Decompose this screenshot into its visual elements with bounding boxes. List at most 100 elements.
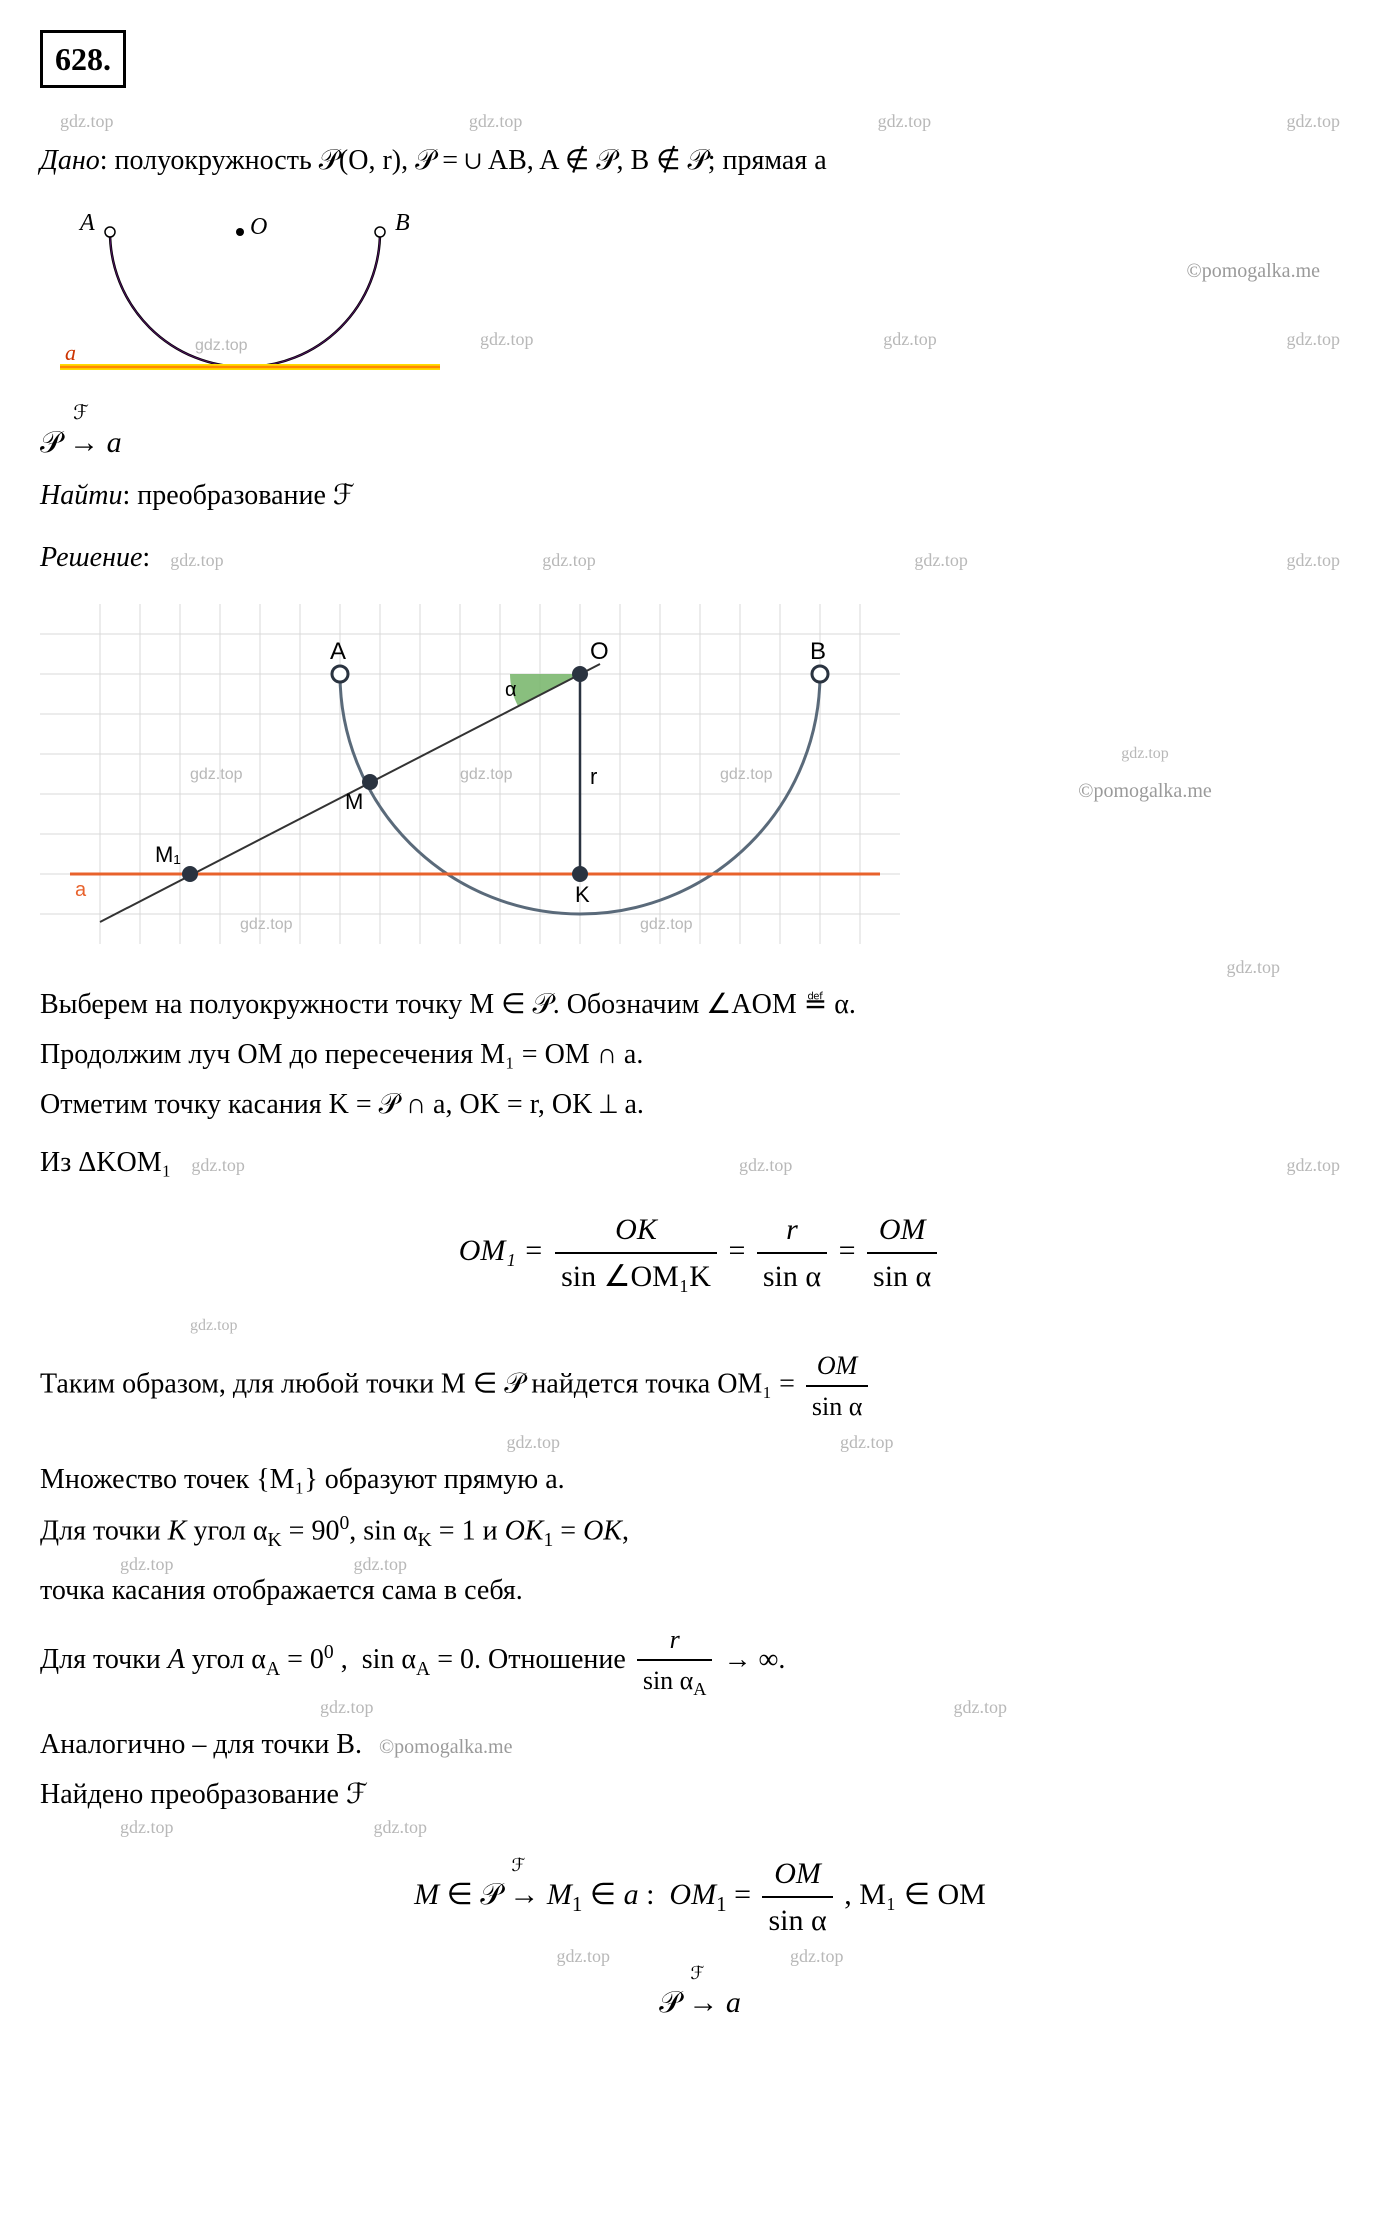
watermark-row: gdz.top <box>40 954 1360 981</box>
solution-line: Решение: <box>40 537 150 579</box>
watermark-row: gdz.top gdz.top gdz.top <box>460 326 1360 353</box>
step9: Аналогично – для точки B. ©pomogalka.me <box>40 1724 1360 1766</box>
svg-text:α: α <box>505 679 517 701</box>
s8-den: sin αA <box>637 1661 713 1703</box>
svg-text:A: A <box>78 210 95 236</box>
wm: gdz.top <box>374 1814 428 1841</box>
eq: = <box>728 1234 752 1267</box>
wm: gdz.top <box>1287 326 1341 353</box>
diagram-large: A O B M M₁ K r α a gdz.top gdz.top gdz.t… <box>40 604 900 944</box>
step7b: точка касания отображается сама в себя. <box>40 1570 1360 1612</box>
watermark-row: gdz.top gdz.top <box>40 1429 1360 1456</box>
svg-text:K: K <box>575 882 590 907</box>
svg-text:O: O <box>590 638 609 665</box>
wm: gdz.top <box>120 1814 174 1841</box>
wm: gdz.top <box>914 547 968 574</box>
given-line: Дано: полуокружность 𝒫(O, r), 𝒫 = ∪ AB, … <box>40 140 1360 182</box>
wm: gdz.top <box>320 1694 374 1721</box>
formula-final: M ∈ 𝒫 ℱ→ M1 ∈ a : OM1 = OMsin α , M₁ ∈ O… <box>40 1851 1360 1943</box>
formula-final-2: 𝒫 ℱ→ a <box>40 1980 1360 2025</box>
f1-den: sin ∠OM₁K <box>555 1254 717 1299</box>
wm: gdz.top <box>191 1152 245 1179</box>
diagram-large-svg: A O B M M₁ K r α a gdz.top gdz.top gdz.t… <box>40 604 900 944</box>
wm: gdz.top <box>1286 108 1340 135</box>
watermark-row: gdz.top gdz.top gdz.top gdz.top <box>40 108 1360 135</box>
ff-num: OM <box>762 1851 832 1898</box>
given-text: : полуокружность 𝒫(O, r), 𝒫 = ∪ AB, A ∉ … <box>100 145 827 176</box>
svg-text:gdz.top: gdz.top <box>195 337 248 354</box>
wm: gdz.top <box>790 1943 844 1970</box>
copyright-inline: ©pomogalka.me <box>379 1736 513 1758</box>
wm: gdz.top <box>883 326 937 353</box>
wm: gdz.top <box>542 547 596 574</box>
wm: gdz.top <box>1286 1152 1340 1179</box>
watermark-row: gdz.top gdz.top <box>40 1814 1360 1841</box>
svg-text:gdz.top: gdz.top <box>190 766 243 783</box>
diagram-small-svg: A O B a gdz.top <box>40 202 460 402</box>
wm: gdz.top <box>190 1314 1360 1338</box>
svg-text:gdz.top: gdz.top <box>640 916 693 933</box>
formula-om1: OM₁ = OKsin ∠OM₁K = rsin α = OMsin α <box>40 1207 1360 1299</box>
wm: gdz.top <box>930 742 1360 766</box>
eq: = <box>839 1234 863 1267</box>
f2-num: r <box>757 1207 827 1254</box>
copyright: ©pomogalka.me <box>460 256 1360 286</box>
svg-text:gdz.top: gdz.top <box>460 766 513 783</box>
f1-num: OK <box>555 1207 717 1254</box>
given-label: Дано <box>40 145 100 176</box>
watermark-row: gdz.top gdz.top gdz.top gdz.top <box>150 547 1360 574</box>
svg-text:gdz.top: gdz.top <box>240 916 293 933</box>
wm: gdz.top <box>954 1694 1008 1721</box>
f3-den: sin α <box>867 1254 937 1299</box>
f3-num: OM <box>867 1207 937 1254</box>
svg-text:A: A <box>330 638 346 665</box>
s5-den: sin α <box>806 1387 868 1426</box>
step1: Выберем на полуокружности точку M ∈ 𝒫. О… <box>40 984 1360 1026</box>
diagram-small: A O B a gdz.top <box>40 202 460 402</box>
f1-lhs: OM₁ = <box>459 1234 551 1267</box>
step4-prefix: Из ΔKOM₁ <box>40 1142 171 1184</box>
ff-den: sin α <box>762 1898 832 1943</box>
find-text: : преобразование ℱ <box>122 480 354 511</box>
wm: gdz.top <box>840 1429 894 1456</box>
step10: Найдено преобразование ℱ <box>40 1774 1360 1816</box>
find-line: Найти: преобразование ℱ <box>40 475 1360 517</box>
wm: gdz.top <box>507 1429 561 1456</box>
step3: Отметим точку касания K = 𝒫 ∩ a, OK = r,… <box>40 1084 1360 1126</box>
svg-text:gdz.top: gdz.top <box>720 766 773 783</box>
step5-prefix: Таким образом, для любой точки M ∈ 𝒫 най… <box>40 1368 802 1399</box>
copyright: ©pomogalka.me <box>930 776 1360 806</box>
step8: Для точки A угол αA = 00 , sin αA = 0. О… <box>40 1620 1360 1703</box>
wm: gdz.top <box>1286 547 1340 574</box>
svg-text:r: r <box>590 764 597 789</box>
wm: gdz.top <box>1227 954 1281 981</box>
step6: Множество точек {M₁} образуют прямую a. <box>40 1459 1360 1501</box>
s8-num: r <box>637 1620 713 1661</box>
problem-number: 628. <box>40 30 126 88</box>
svg-text:B: B <box>395 210 410 236</box>
step9-text: Аналогично – для точки B. <box>40 1729 362 1760</box>
wm: gdz.top <box>60 108 114 135</box>
svg-text:O: O <box>250 214 267 240</box>
step2: Продолжим луч OM до пересечения M₁ = OM … <box>40 1034 1360 1076</box>
svg-text:M₁: M₁ <box>155 842 181 867</box>
wm: gdz.top <box>469 108 523 135</box>
solution-colon: : <box>142 542 150 573</box>
svg-text:M: M <box>345 789 363 814</box>
wm: gdz.top <box>170 547 224 574</box>
wm: gdz.top <box>557 1943 611 1970</box>
svg-text:a: a <box>75 879 87 901</box>
svg-text:a: a <box>65 340 76 365</box>
transform-notation: 𝒫 ℱ→ a <box>40 420 1360 465</box>
step7: Для точки K угол αK = 900, sin αK = 1 и … <box>40 1509 1360 1555</box>
solution-label: Решение <box>40 542 142 573</box>
wm: gdz.top <box>480 326 534 353</box>
watermark-row: gdz.top gdz.top gdz.top <box>171 1152 1360 1179</box>
ff-tail: , M₁ ∈ OM <box>844 1878 986 1911</box>
svg-text:B: B <box>810 638 826 665</box>
f2-den: sin α <box>757 1254 827 1299</box>
wm: gdz.top <box>878 108 932 135</box>
s5-num: OM <box>806 1346 868 1387</box>
wm: gdz.top <box>739 1152 793 1179</box>
find-label: Найти <box>40 480 122 511</box>
